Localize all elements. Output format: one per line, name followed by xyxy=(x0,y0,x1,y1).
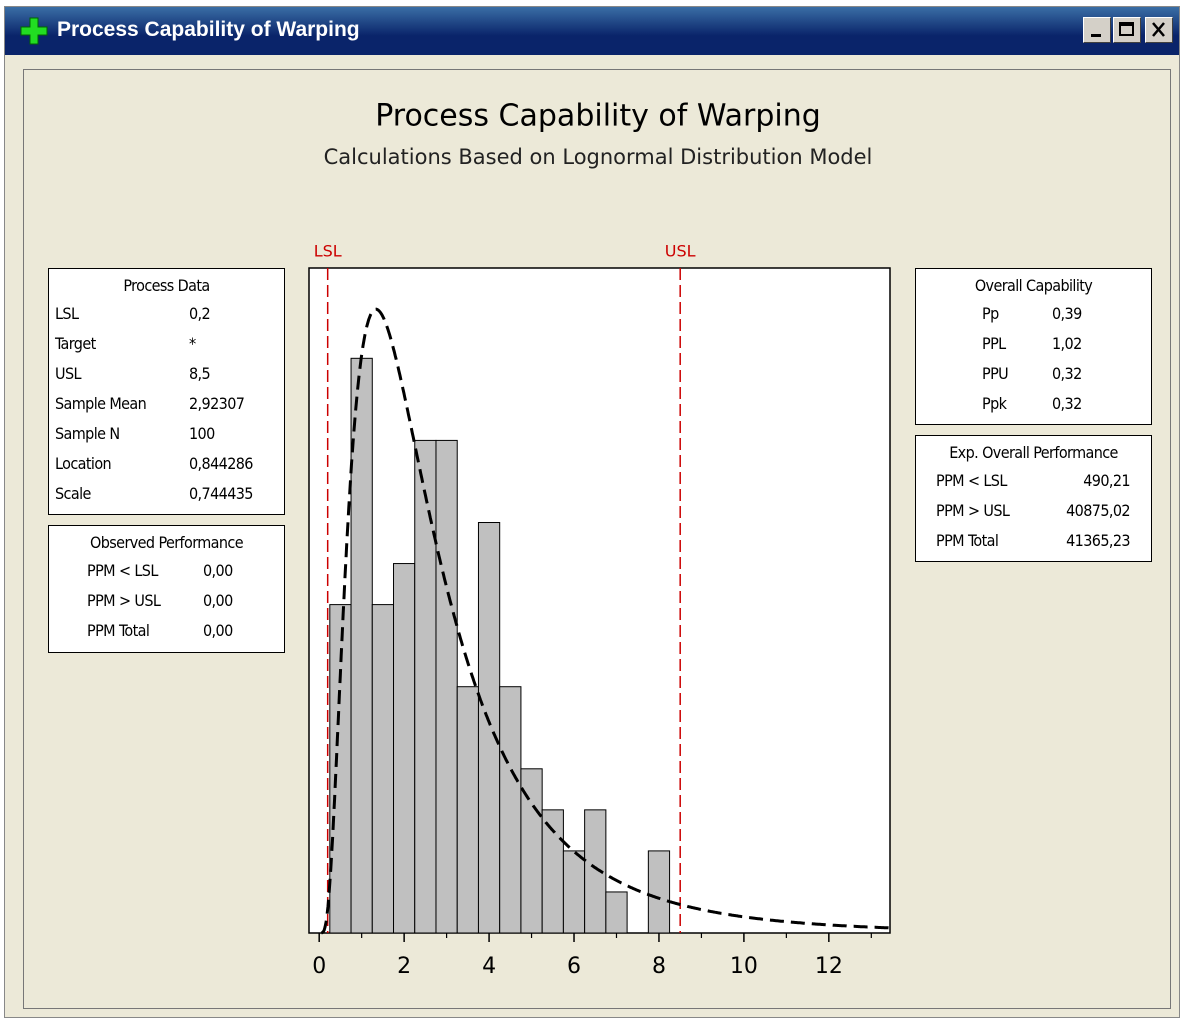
chart-subtitle: Calculations Based on Lognormal Distribu… xyxy=(324,145,873,169)
bar xyxy=(562,850,586,934)
row-label: PPM Total xyxy=(936,531,999,550)
row-label: Sample N xyxy=(55,424,120,443)
icon xyxy=(1091,34,1101,37)
title-bar: Process Capability of Warping xyxy=(5,7,1179,55)
box-title: Overall Capability xyxy=(974,276,1093,295)
window-title: Process Capability of Warping xyxy=(57,18,360,41)
row-value: 2,92307 xyxy=(189,394,245,413)
graph-panel xyxy=(23,69,1171,1009)
spec-limit-label: LSL xyxy=(314,242,342,261)
bar xyxy=(393,563,416,934)
row-value: 0,00 xyxy=(203,591,233,610)
row-label: PPM < LSL xyxy=(936,471,1007,490)
observed-performance-box: Observed Performance PPM < LSL 0,00 PPM > U… xyxy=(48,525,285,653)
row: PPM < LSL 490,21 xyxy=(922,466,1145,496)
row-value: 40875,02 xyxy=(1066,501,1130,520)
row: Scale 0,744435 xyxy=(55,479,278,509)
row-label: Target xyxy=(55,334,96,353)
x-tick-label: 2 xyxy=(397,954,411,979)
row-label: PPM > USL xyxy=(87,591,161,610)
bar xyxy=(477,522,501,934)
row-value: 41365,23 xyxy=(1066,531,1130,550)
row-value: 0,32 xyxy=(1052,394,1082,413)
bar xyxy=(499,686,522,934)
box-title: Observed Performance xyxy=(90,533,244,552)
row-value: 0,00 xyxy=(203,561,233,580)
row-value: 0,00 xyxy=(203,621,233,640)
x-tick-label: 4 xyxy=(482,954,496,979)
chart-title: Process Capability of Warping xyxy=(375,99,821,134)
row-value: 0,2 xyxy=(189,304,211,323)
row-label: PPM Total xyxy=(87,621,150,640)
row: PPM > USL 0,00 xyxy=(55,586,278,616)
x-tick-label: 12 xyxy=(815,954,843,979)
app-icon xyxy=(20,17,48,45)
bar xyxy=(371,604,395,934)
row-value: * xyxy=(189,334,196,353)
x-tick-label: 6 xyxy=(567,954,581,979)
x-tick-label: 8 xyxy=(652,954,666,979)
row-label: Sample Mean xyxy=(55,394,147,413)
row-value: 1,02 xyxy=(1052,334,1082,353)
overall-capability-box: Overall Capability Pp 0,39 PPL 1,02 PPU 0,32 Pp… xyxy=(915,268,1152,425)
bar xyxy=(647,850,671,934)
row-label: USL xyxy=(55,364,82,383)
row-label: Ppk xyxy=(982,394,1007,413)
box-title: Process Data xyxy=(123,276,210,295)
row-label: LSL xyxy=(55,304,79,323)
x-tick-label: 10 xyxy=(730,954,758,979)
row: PPL 1,02 xyxy=(922,329,1145,359)
row: Target * xyxy=(55,329,278,359)
row: LSL 0,2 xyxy=(55,299,278,329)
row-value: 8,5 xyxy=(189,364,211,383)
row: Location 0,844286 xyxy=(55,449,278,479)
row: PPM > USL 40875,02 xyxy=(922,496,1145,526)
row: USL 8,5 xyxy=(55,359,278,389)
row: PPM < LSL 0,00 xyxy=(55,556,278,586)
row-value: 0,39 xyxy=(1052,304,1082,323)
icon xyxy=(1152,22,1165,37)
row-value: 0,32 xyxy=(1052,364,1082,383)
row-label: PPM < LSL xyxy=(87,561,158,580)
row-value: 490,21 xyxy=(1083,471,1130,490)
icon xyxy=(1119,22,1134,36)
row: PPU 0,32 xyxy=(922,359,1145,389)
row: Sample N 100 xyxy=(55,419,278,449)
bar xyxy=(584,809,607,934)
bar xyxy=(456,686,479,934)
row-label: Location xyxy=(55,454,112,473)
row-label: Scale xyxy=(55,484,91,503)
spec-limit-label: USL xyxy=(665,242,696,261)
process-data-box: Process Data LSL 0,2 Target * USL 8,5 Sample Me… xyxy=(48,268,285,515)
bar xyxy=(605,891,628,934)
row-label: PPM > USL xyxy=(936,501,1010,520)
row: Sample Mean 2,92307 xyxy=(55,389,278,419)
row: PPM Total 0,00 xyxy=(55,616,278,646)
row: Ppk 0,32 xyxy=(922,389,1145,419)
minimize-button[interactable] xyxy=(1083,17,1111,43)
box-title: Exp. Overall Performance xyxy=(949,443,1118,462)
x-tick-label: 0 xyxy=(312,954,326,979)
fit-curve xyxy=(320,307,890,935)
close-button[interactable] xyxy=(1145,17,1173,43)
row-label: PPU xyxy=(982,364,1009,383)
bar xyxy=(435,439,458,934)
row-value: 0,844286 xyxy=(189,454,253,473)
exp-overall-performance-box: Exp. Overall Performance PPM < LSL 490,21 P… xyxy=(915,435,1152,562)
row-value: 100 xyxy=(189,424,215,443)
maximize-button[interactable] xyxy=(1113,17,1141,43)
row-label: Pp xyxy=(982,304,999,323)
row: PPM Total 41365,23 xyxy=(922,526,1145,556)
row-label: PPL xyxy=(982,334,1006,353)
row: Pp 0,39 xyxy=(922,299,1145,329)
bar xyxy=(414,439,437,934)
row-value: 0,744435 xyxy=(189,484,253,503)
